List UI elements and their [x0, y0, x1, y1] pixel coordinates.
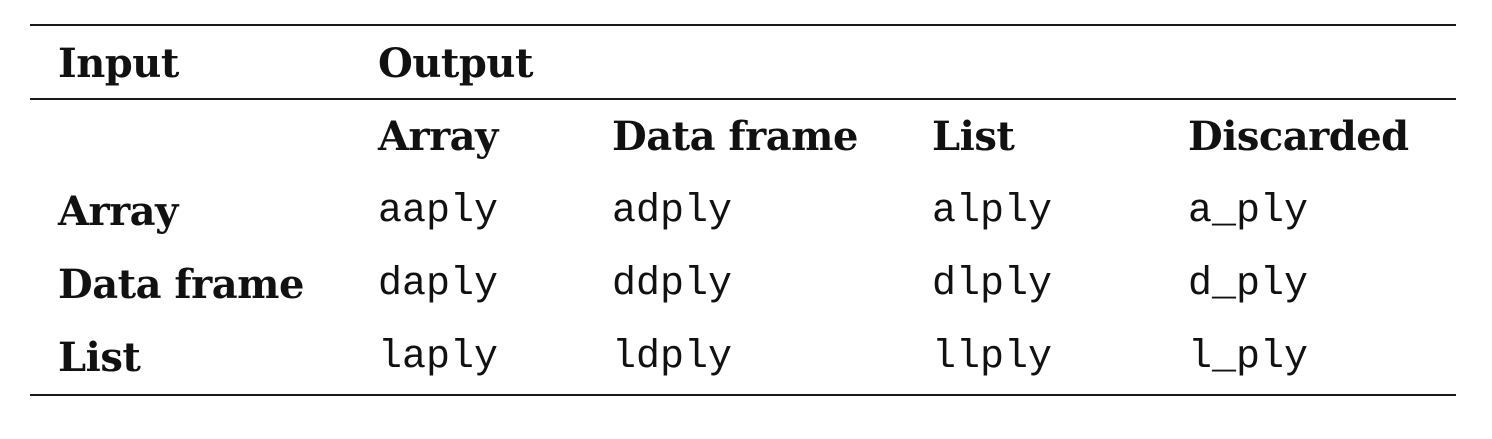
table-cell: dlply [932, 262, 1053, 307]
table-top-rule [30, 24, 1456, 26]
output-column-array: Array [378, 113, 498, 160]
output-column-list: List [932, 113, 1015, 160]
table-cell: ddply [612, 262, 733, 307]
table-cell: l_ply [1188, 335, 1309, 380]
row-label-list: List [58, 334, 141, 381]
output-column-discarded: Discarded [1188, 113, 1409, 160]
table-cell: daply [378, 262, 499, 307]
table-cell: a_ply [1188, 189, 1309, 234]
table-cell: aaply [378, 189, 499, 234]
output-column-data-frame: Data frame [612, 113, 858, 160]
input-header: Input [58, 40, 179, 87]
table-cell: alply [932, 189, 1053, 234]
table-cell: ldply [612, 335, 733, 380]
row-label-array: Array [58, 188, 178, 235]
table-cell: adply [612, 189, 733, 234]
table-cell: llply [932, 335, 1053, 380]
row-label-data-frame: Data frame [58, 261, 304, 308]
table-cell: d_ply [1188, 262, 1309, 307]
table-header-rule [30, 98, 1456, 100]
table-bottom-rule [30, 394, 1456, 396]
output-header: Output [378, 40, 533, 87]
table-cell: laply [378, 335, 499, 380]
